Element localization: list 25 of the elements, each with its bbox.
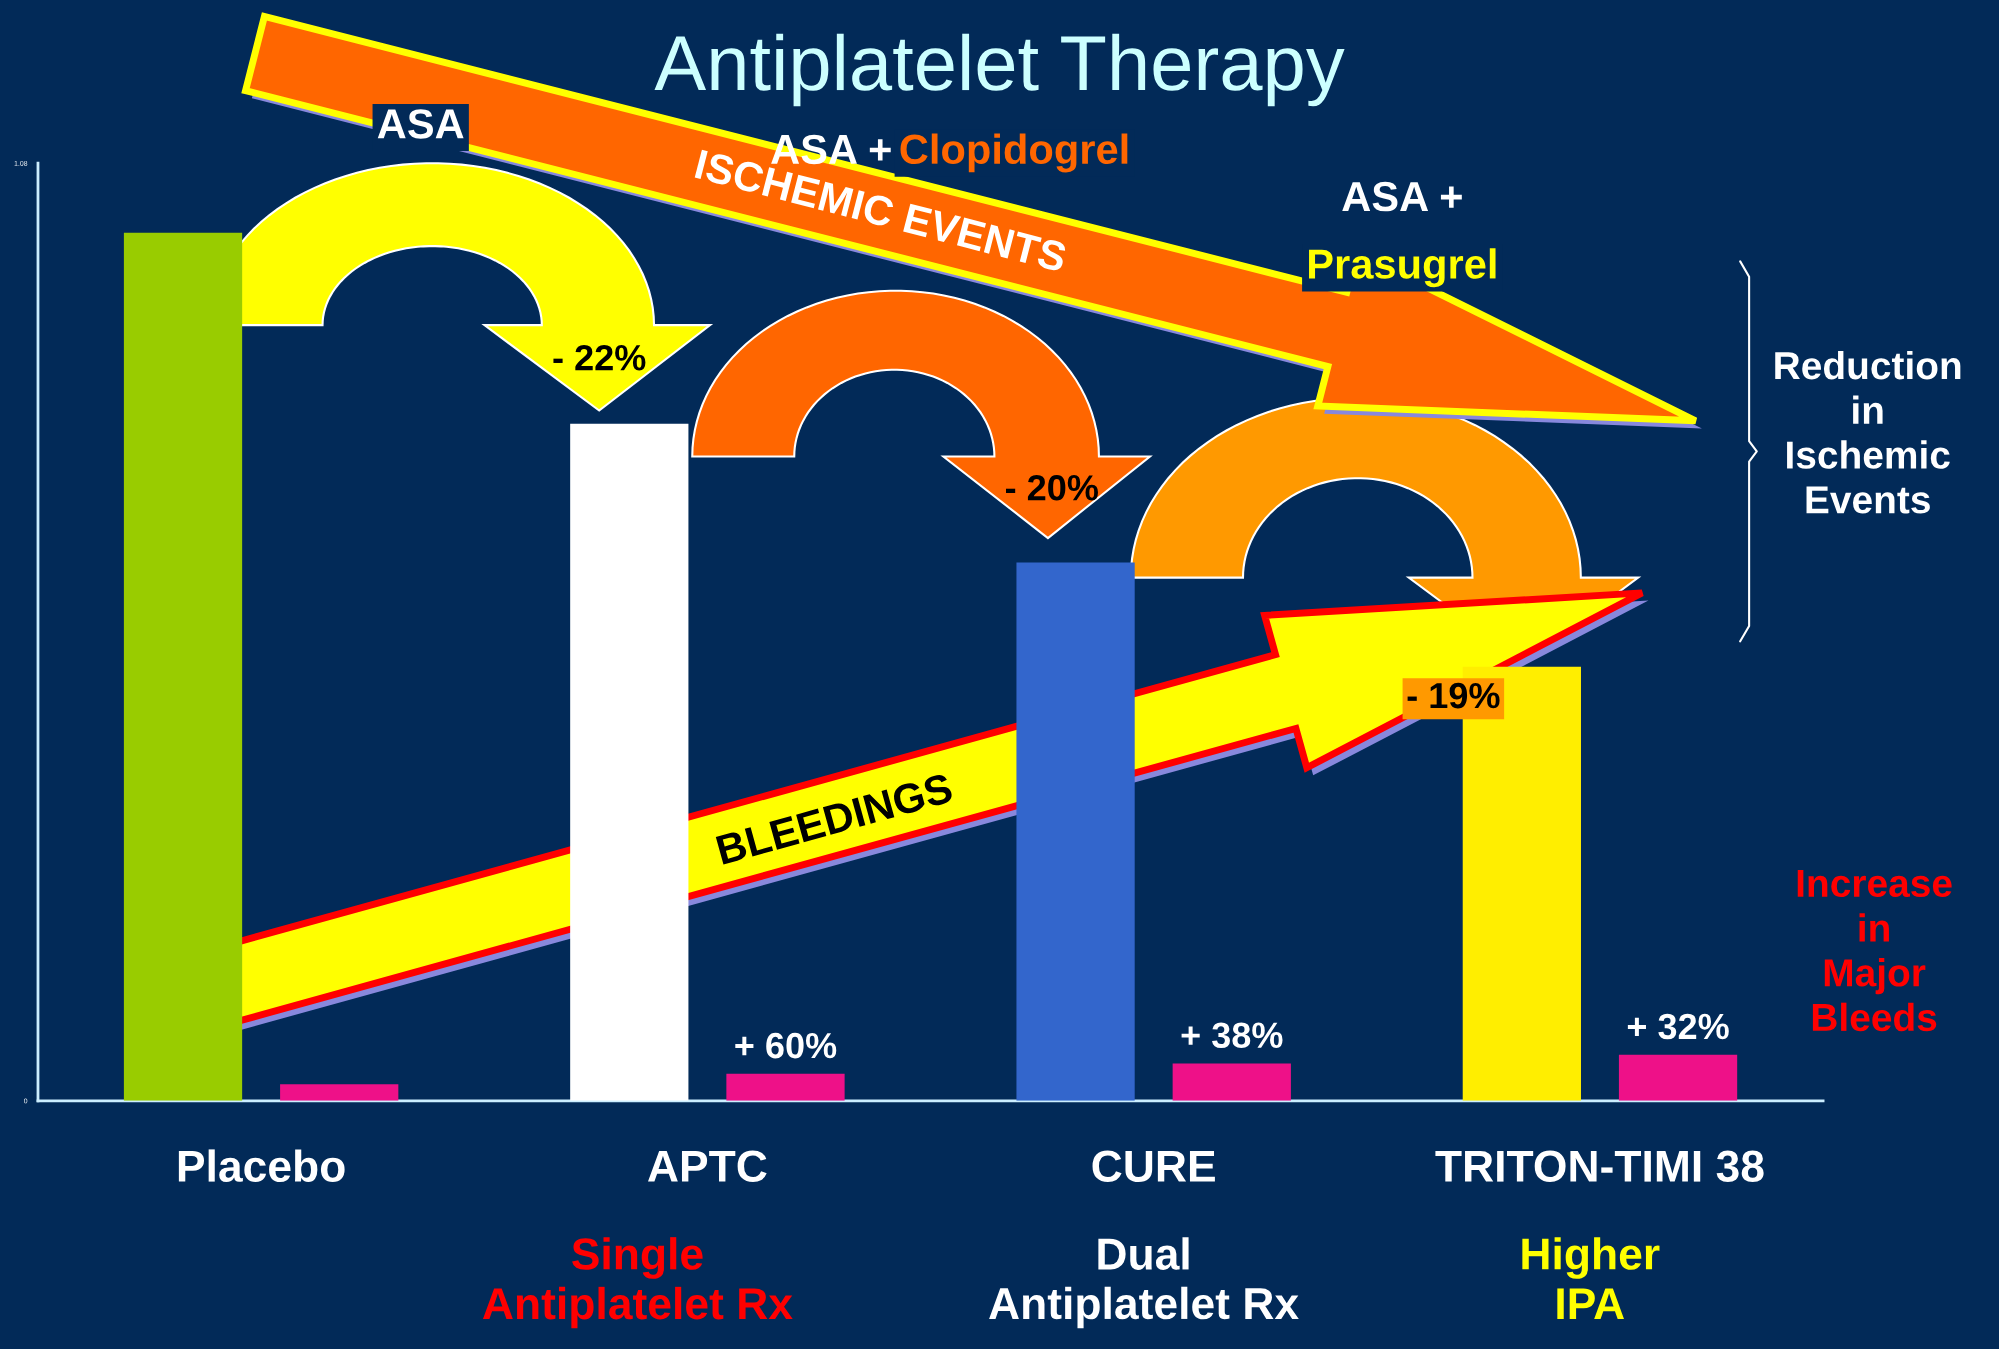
x-tick-label: TRITON-TIMI 38 [1435,1150,1764,1183]
annotation: Increase in Major Bleeds [1797,869,1952,1032]
annotation: + 32% [1627,1013,1729,1040]
annotation: - 22% [553,344,646,371]
x-tick-label: CURE [1092,1150,1215,1183]
x-tick-label: APTC [648,1150,767,1183]
annotation: ASA + Prasugrel [1309,181,1496,288]
bar [1618,1054,1738,1101]
annotation: - 19% [1407,682,1500,709]
bar [1172,1063,1291,1101]
text: Higher IPA [1522,1237,1660,1320]
bar [570,423,689,1101]
annotation: + 38% [1181,1022,1283,1049]
x-tick-label: Placebo [178,1149,345,1183]
text: ASA [377,109,464,139]
bar [726,1073,845,1101]
bar [1016,562,1135,1101]
annotation: + 60% [735,1032,837,1059]
text: Single Antiplatelet Rx [482,1237,793,1329]
annotation: Reduction in Ischemic Events [1775,350,1961,514]
bar [280,1084,399,1101]
annotation: - 20% [1006,475,1098,501]
bar [123,232,243,1101]
chart-title: Antiplatelet Therapy [654,33,1345,107]
text: Dual Antiplatelet Rx [989,1237,1299,1329]
